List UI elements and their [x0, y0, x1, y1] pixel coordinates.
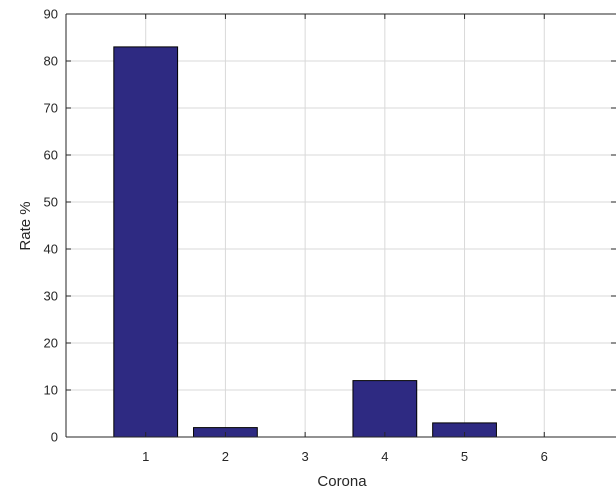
x-tick-label: 2	[222, 449, 229, 464]
y-tick-label: 80	[44, 54, 58, 69]
y-tick-label: 50	[44, 195, 58, 210]
x-tick-label: 6	[541, 449, 548, 464]
y-tick-label: 40	[44, 242, 58, 257]
x-tick-label: 1	[142, 449, 149, 464]
x-tick-label: 4	[381, 449, 388, 464]
chart-bars	[113, 46, 497, 438]
bar-1	[113, 46, 179, 438]
y-tick-label: 10	[44, 383, 58, 398]
y-tick-label: 90	[44, 7, 58, 22]
y-tick-label: 70	[44, 101, 58, 116]
y-tick-label: 60	[44, 148, 58, 163]
x-tick-label: 3	[302, 449, 309, 464]
bar-4	[352, 380, 418, 438]
chart-tick-labels: 0 10 20 30 40 50 60 70 80 90 1 2 3 4 5 6	[44, 7, 548, 465]
y-tick-label: 30	[44, 289, 58, 304]
y-axis-label: Rate %	[17, 201, 34, 250]
chart-axes	[65, 13, 616, 438]
x-tick-label: 5	[461, 449, 468, 464]
y-tick-label: 20	[44, 336, 58, 351]
y-tick-label: 0	[51, 430, 58, 445]
x-axis-label: Corona	[317, 473, 367, 490]
